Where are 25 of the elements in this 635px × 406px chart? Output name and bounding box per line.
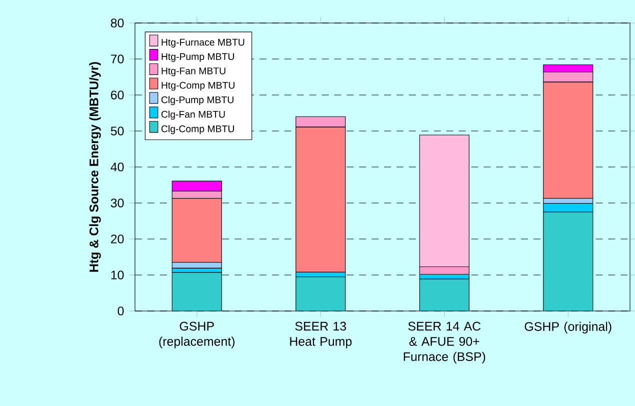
bar bbox=[543, 212, 594, 312]
y-tick-label: 20 bbox=[110, 234, 124, 244]
legend-label: Htg-Furnace MBTU bbox=[162, 38, 244, 48]
x-tick-label: GSHP (replacement) bbox=[159, 322, 235, 348]
x-tick-label: SEER 13 Heat Pump bbox=[290, 322, 352, 348]
legend-label: Clg-Fan MBTU bbox=[161, 110, 225, 120]
legend-label: Htg-Pump MBTU bbox=[162, 53, 234, 62]
y-tick-label: 10 bbox=[111, 270, 124, 280]
bar bbox=[296, 276, 346, 312]
y-axis-title: Htg & Clg Source Energy (MBTU/yr) bbox=[89, 62, 101, 272]
y-tick-label: 0 bbox=[118, 306, 124, 316]
y-tick-label: 50 bbox=[110, 126, 124, 136]
x-tick-label: SEER 14 AC & AFUE 90+ Furnace (BSP) bbox=[404, 322, 486, 364]
legend-label: Htg-Comp MBTU bbox=[162, 82, 234, 91]
legend-label: Htg-Fan MBTU bbox=[162, 68, 226, 76]
bar bbox=[172, 272, 222, 312]
y-tick-label: 60 bbox=[110, 90, 124, 100]
legend-label: Clg-Pump MBTU bbox=[161, 96, 234, 106]
y-tick-label: 40 bbox=[110, 162, 124, 172]
legend-label: Clg-Comp MBTU bbox=[161, 125, 234, 134]
y-tick-label: 70 bbox=[110, 54, 124, 64]
y-tick-label: 30 bbox=[110, 198, 124, 208]
x-tick-label: GSHP (original) bbox=[524, 322, 612, 334]
bar bbox=[419, 278, 470, 312]
y-tick-label: 80 bbox=[110, 18, 124, 28]
